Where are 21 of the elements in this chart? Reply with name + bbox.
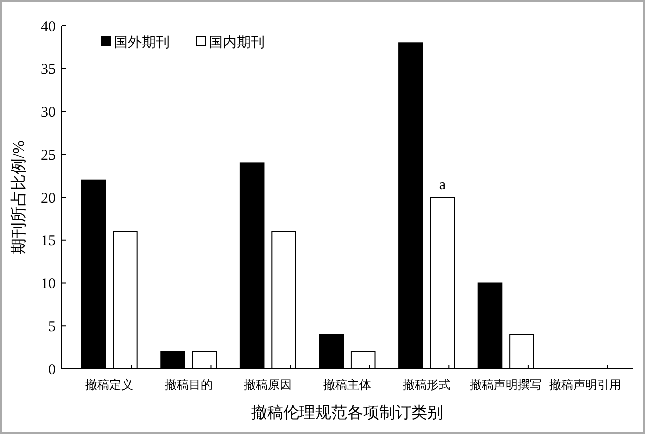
- legend-label: 国内期刊: [209, 34, 265, 51]
- x-tick-label: 撤稿声明引用: [549, 378, 622, 392]
- x-tick-label: 撤稿主体: [324, 378, 372, 392]
- x-tick-label: 撤稿原因: [244, 378, 292, 392]
- y-axis-title: 期刊所占比例/%: [10, 140, 28, 254]
- y-tick-label: 15: [41, 234, 56, 250]
- y-tick-label: 35: [41, 62, 56, 78]
- x-axis-title: 撤稿伦理规范各项制订类别: [252, 404, 444, 422]
- x-tick-label: 撤稿定义: [86, 378, 134, 392]
- y-tick-label: 40: [41, 19, 56, 36]
- y-tick-label: 25: [41, 148, 56, 164]
- y-tick-label: 30: [41, 105, 56, 121]
- x-tick-label: 撤稿目的: [164, 378, 213, 392]
- x-tick-label: 撤稿声明撰写: [470, 378, 542, 392]
- x-tick-label: 撤稿形式: [402, 378, 451, 392]
- annotation: a: [439, 178, 446, 194]
- legend-label: 国外期刊: [114, 34, 170, 51]
- y-tick-label: 20: [41, 190, 56, 207]
- y-tick-label: 5: [48, 319, 56, 336]
- y-tick-label: 0: [48, 362, 56, 378]
- y-tick-label: 10: [41, 276, 56, 292]
